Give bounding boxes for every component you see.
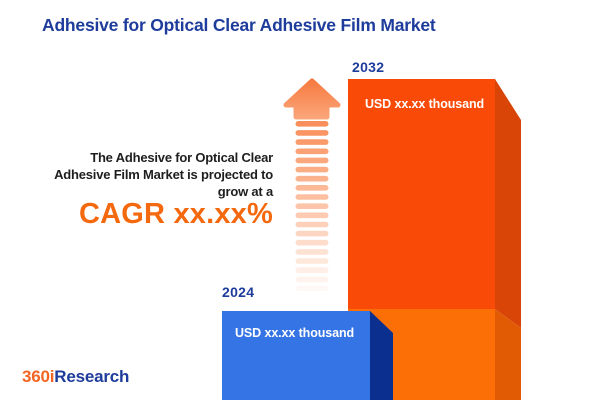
market-summary: The Adhesive for Optical Clear Adhesive … bbox=[13, 149, 273, 230]
bar-year-label-2024: 2024 bbox=[222, 284, 255, 300]
arrow-head bbox=[283, 78, 341, 120]
summary-line: Adhesive Film Market is projected to bbox=[54, 167, 273, 182]
growth-arrow-icon bbox=[283, 78, 341, 292]
bar-value-2024: USD xx.xx thousand bbox=[235, 326, 355, 340]
arrow-stripes bbox=[295, 121, 329, 292]
bar-year-label-2032: 2032 bbox=[352, 59, 385, 75]
bar-value-2032: USD xx.xx thousand bbox=[365, 97, 485, 111]
cagr-value: CAGR xx.xx% bbox=[79, 198, 273, 230]
summary-line: grow at a bbox=[217, 184, 273, 199]
summary-line: The Adhesive for Optical Clear bbox=[90, 150, 273, 165]
logo-prefix: 360i bbox=[22, 367, 55, 386]
bar-2024-3d-side bbox=[370, 311, 393, 400]
logo: 360iResearch bbox=[22, 367, 129, 387]
logo-suffix: Research bbox=[54, 367, 130, 386]
bar-2032-3d-side bbox=[495, 79, 521, 400]
page-title: Adhesive for Optical Clear Adhesive Film… bbox=[42, 15, 436, 35]
bar-2024: USD xx.xx thousand bbox=[222, 311, 370, 400]
